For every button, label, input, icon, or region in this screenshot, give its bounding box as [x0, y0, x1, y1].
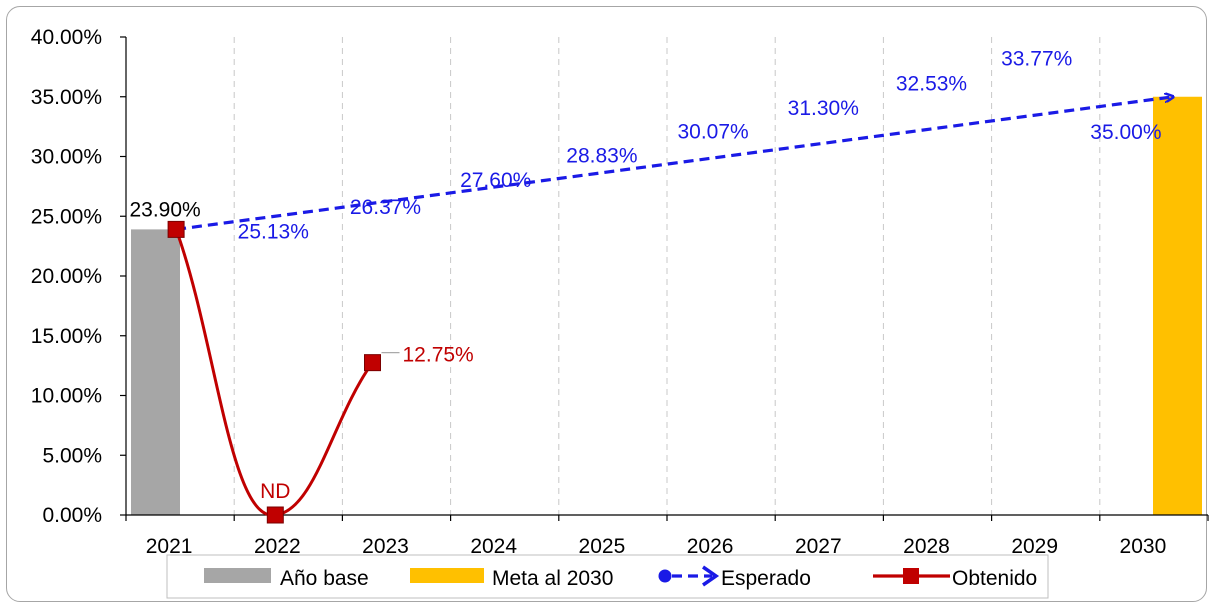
esperado-data-label: 25.13% [238, 221, 309, 244]
x-tick-label: 2030 [1120, 535, 1167, 558]
y-tick-label: 10.00% [31, 385, 102, 408]
legend-label-meta: Meta al 2030 [492, 567, 613, 590]
legend-swatch-meta [410, 568, 484, 583]
esperado-data-label: 35.00% [1090, 121, 1161, 144]
y-tick-label: 25.00% [31, 205, 102, 228]
obtenido-marker [365, 355, 381, 371]
obtenido-data-label: 12.75% [403, 344, 474, 367]
legend-marker-obtenido [903, 568, 919, 584]
esperado-data-label: 31.30% [788, 97, 859, 120]
y-tick-label: 5.00% [42, 444, 102, 467]
obtenido-data-label: ND [260, 480, 290, 503]
bar-meta-2030 [1153, 97, 1202, 515]
legend-swatch-ano-base [204, 568, 271, 583]
esperado-data-label: 30.07% [677, 121, 748, 144]
y-tick-label: 35.00% [31, 86, 102, 109]
obtenido-line [176, 229, 372, 515]
legend-label-ano-base: Año base [280, 567, 369, 590]
y-tick-label: 15.00% [31, 325, 102, 348]
esperado-data-label: 28.83% [566, 144, 637, 167]
legend: Año base Meta al 2030 Esperado Obtenido [167, 555, 1048, 598]
y-tick-label: 30.00% [31, 146, 102, 169]
y-tick-label: 20.00% [31, 265, 102, 288]
obtenido-marker [168, 221, 184, 237]
esperado-line [176, 97, 1173, 230]
y-tick-label: 0.00% [42, 504, 102, 527]
y-tick-label: 40.00% [31, 26, 102, 49]
legend-label-esperado: Esperado [721, 567, 811, 590]
esperado-data-label: 26.37% [350, 196, 421, 219]
ano-base-data-label: 23.90% [129, 198, 200, 221]
legend-label-obtenido: Obtenido [952, 567, 1037, 590]
esperado-data-label: 32.53% [896, 72, 967, 95]
bar-ano-base [131, 229, 180, 515]
esperado-data-label: 33.77% [1001, 47, 1072, 70]
esperado-data-label: 27.60% [460, 169, 531, 192]
legend-marker-esperado [659, 570, 672, 583]
obtenido-marker [267, 507, 283, 523]
